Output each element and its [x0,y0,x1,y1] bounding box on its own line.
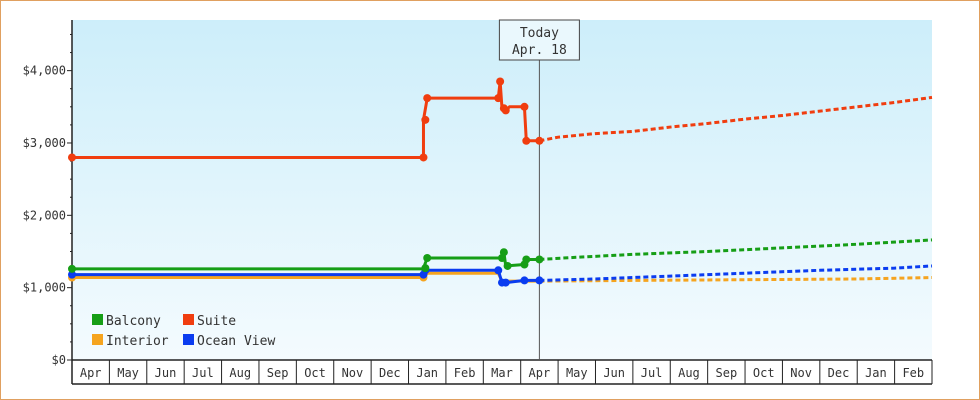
x-tick-label: Jan [416,366,438,380]
data-point-suite [520,102,529,111]
x-tick-label: Jun [155,366,177,380]
x-axis: Apr May Jun Jul Aug Sep Oct Nov Dec Jan Feb Mar Apr M… [72,359,933,385]
x-tick-label: Nov [790,366,812,380]
x-tick-label: May [117,366,139,380]
forecast-line-balcony [539,238,933,261]
data-point-suite [535,136,544,145]
y-tick-label: $4,000 [23,64,66,78]
data-point-balcony [423,254,432,262]
x-tick-label: Mar [491,366,513,380]
forecast-line-suite [539,95,933,143]
x-tick-label: Sep [267,366,289,380]
data-point-suite [501,106,510,115]
legend-swatch-balcony [92,314,103,325]
series-line-suite [72,79,540,159]
legend-label-balcony: Balcony [106,314,161,329]
x-tick-label: Apr [80,366,102,380]
x-tick-label: Dec [828,366,850,380]
y-tick-label: $3,000 [23,136,66,150]
data-point-suite [421,115,430,124]
data-point-ocean-view [535,276,544,285]
x-tick-label: Oct [753,366,775,380]
x-tick-label: Sep [716,366,738,380]
data-point-suite [68,153,76,162]
x-tick-label: Nov [342,366,364,380]
x-tick-label: Jul [192,366,214,380]
data-point-ocean-view [501,278,510,287]
data-point-balcony [535,255,544,264]
data-point-ocean-view [494,266,503,275]
x-tick-label: Feb [902,366,924,380]
x-tick-label: Aug [678,366,700,380]
data-point-ocean-view [68,270,76,279]
legend-swatch-ocean-view [183,334,194,345]
legend-label-ocean-view: Ocean View [197,334,275,349]
y-tick-label: $2,000 [23,208,66,222]
y-axis: $0 $1,000 $2,000 $3,000 $4,000 [23,20,73,384]
x-tick-label: Aug [229,366,251,380]
today-marker: Today Apr. 18 [498,19,580,360]
data-point-balcony [522,255,531,264]
legend: Balcony Suite Interior Ocean View [92,314,275,349]
today-label-box [498,19,580,61]
x-tick-label: Apr [529,366,551,380]
data-point-ocean-view [520,276,529,285]
x-tick-label: Dec [379,366,401,380]
x-tick-label: Oct [304,366,326,380]
x-tick-label: Jun [603,366,625,380]
data-point-suite [522,136,531,145]
x-tick-label: Feb [454,366,476,380]
data-point-balcony [499,248,508,257]
legend-swatch-interior [92,334,103,345]
data-point-suite [419,153,428,162]
y-tick-label: $1,000 [23,281,66,295]
data-point-suite [494,94,503,103]
plot-background [72,20,932,360]
data-point-suite [423,94,432,103]
data-point-suite [496,77,505,86]
legend-label-interior: Interior [106,334,169,349]
data-point-balcony [503,261,512,270]
today-date: Apr. 18 [512,43,567,58]
data-point-balcony [421,264,430,273]
x-tick-label: Jul [641,366,663,380]
series-lines [68,77,933,287]
y-tick-label: $0 [52,353,66,367]
legend-swatch-suite [183,314,194,325]
x-tick-label: May [566,366,588,380]
data-point-balcony [68,264,76,273]
forecast-line-ocean-view [539,264,933,282]
today-label: Today [520,26,559,41]
x-tick-label: Jan [865,366,887,380]
legend-label-suite: Suite [197,314,236,329]
